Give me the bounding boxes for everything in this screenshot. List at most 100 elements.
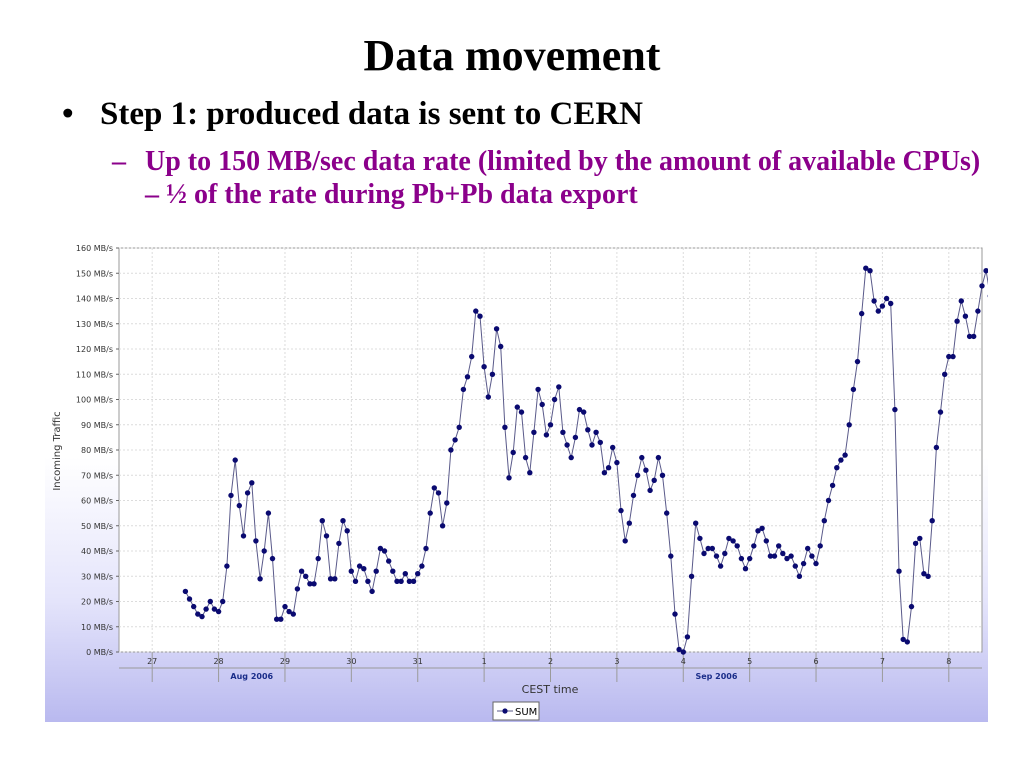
data-point	[514, 404, 520, 410]
data-point	[942, 371, 948, 377]
data-point	[195, 611, 201, 617]
data-point	[398, 578, 404, 584]
data-point	[618, 507, 624, 514]
sub-bullet-dash: –	[112, 146, 126, 177]
data-point	[344, 528, 350, 534]
data-point	[921, 571, 927, 577]
data-point	[962, 313, 969, 319]
data-point	[755, 528, 761, 534]
y-tick-label: 40 MB/s	[81, 547, 113, 556]
data-point	[937, 409, 944, 415]
legend: SUM	[492, 701, 540, 721]
data-point	[722, 550, 728, 557]
data-point	[825, 497, 832, 504]
sub-bullet-item: – Up to 150 MB/sec data rate (limited by…	[112, 145, 992, 211]
data-point	[406, 578, 413, 584]
data-point	[551, 396, 558, 403]
data-point	[419, 563, 425, 569]
data-point	[850, 386, 857, 393]
data-point	[834, 465, 840, 471]
data-point	[597, 439, 603, 446]
data-point	[668, 553, 674, 559]
data-point	[240, 533, 247, 539]
data-point	[908, 603, 915, 610]
x-tick-label: 31	[413, 657, 423, 666]
y-tick-label: 140 MB/s	[76, 295, 113, 304]
y-tick-label: 80 MB/s	[81, 446, 113, 455]
chart-panel: 0 MB/s 10 MB/s 20 MB/s 30 MB/s 40 MB/s 50 MB/…	[45, 240, 1014, 722]
data-point	[805, 545, 811, 552]
data-point	[535, 386, 541, 393]
data-point	[701, 550, 707, 557]
data-point	[348, 568, 354, 574]
data-point	[639, 454, 645, 461]
data-point	[531, 429, 537, 435]
data-point	[776, 543, 782, 549]
data-point	[473, 308, 479, 314]
data-point	[763, 538, 769, 544]
bullet-text: Step 1: produced data is sent to CERN	[100, 96, 644, 132]
data-point	[510, 449, 516, 456]
data-point	[365, 578, 371, 584]
data-point	[431, 485, 437, 491]
data-point	[539, 401, 545, 408]
y-axis: 0 MB/s 10 MB/s 20 MB/s 30 MB/s 40 MB/s 50 MB/…	[76, 244, 119, 657]
data-point	[601, 470, 608, 476]
x-tick-label: 1	[482, 657, 487, 666]
y-tick-label: 110 MB/s	[76, 370, 113, 379]
x-tick-label: 28	[213, 657, 223, 666]
y-tick-label: 130 MB/s	[76, 320, 113, 329]
data-point	[269, 555, 276, 562]
data-point	[734, 543, 740, 549]
data-point	[182, 588, 189, 595]
x-tick-label: 5	[747, 657, 752, 666]
data-point	[688, 573, 695, 579]
data-point	[717, 563, 724, 569]
data-point	[664, 510, 670, 516]
y-tick-label: 120 MB/s	[76, 345, 113, 354]
data-point	[207, 598, 213, 605]
data-point	[800, 560, 807, 567]
y-tick-label: 160 MB/s	[76, 244, 113, 253]
data-point	[572, 434, 579, 441]
data-point	[469, 353, 475, 360]
data-point	[286, 608, 292, 615]
data-point	[821, 518, 827, 524]
data-point	[253, 538, 259, 544]
data-point	[709, 545, 715, 552]
data-point	[224, 563, 230, 569]
data-point	[485, 394, 491, 400]
data-point	[854, 358, 861, 365]
sub-bullet-text: Up to 150 MB/sec data rate (limited by t…	[145, 146, 981, 210]
bullet-dot: •	[62, 96, 74, 132]
data-point	[626, 520, 632, 526]
data-point	[390, 568, 396, 574]
data-point	[958, 298, 964, 304]
y-tick-label: 100 MB/s	[76, 396, 113, 405]
traffic-chart: 0 MB/s 10 MB/s 20 MB/s 30 MB/s 40 MB/s 50 MB/…	[52, 244, 1014, 721]
data-point	[560, 429, 566, 435]
data-point	[315, 555, 321, 562]
data-point	[697, 535, 703, 542]
x-axis: 27 28 29 30 31 1 2 3 4 5 6 7 8 Aug 2006 Sep 2006	[119, 652, 982, 682]
data-point	[452, 437, 458, 443]
x-tick-label: 30	[346, 657, 356, 666]
data-point	[543, 432, 550, 438]
data-point	[522, 454, 529, 461]
legend-label: SUM	[515, 707, 537, 718]
data-point	[568, 454, 574, 461]
data-point	[672, 611, 678, 617]
data-point	[439, 523, 446, 529]
data-point	[211, 606, 218, 612]
data-point	[220, 598, 226, 605]
data-point	[647, 487, 653, 494]
data-point	[713, 553, 720, 559]
x-tick-label: 2	[548, 657, 553, 666]
data-point	[912, 540, 919, 547]
data-point	[693, 520, 699, 526]
x-tick-label: 6	[813, 657, 818, 666]
data-point	[377, 545, 384, 552]
data-point	[622, 538, 628, 544]
data-point	[904, 639, 910, 645]
data-point	[871, 298, 877, 304]
